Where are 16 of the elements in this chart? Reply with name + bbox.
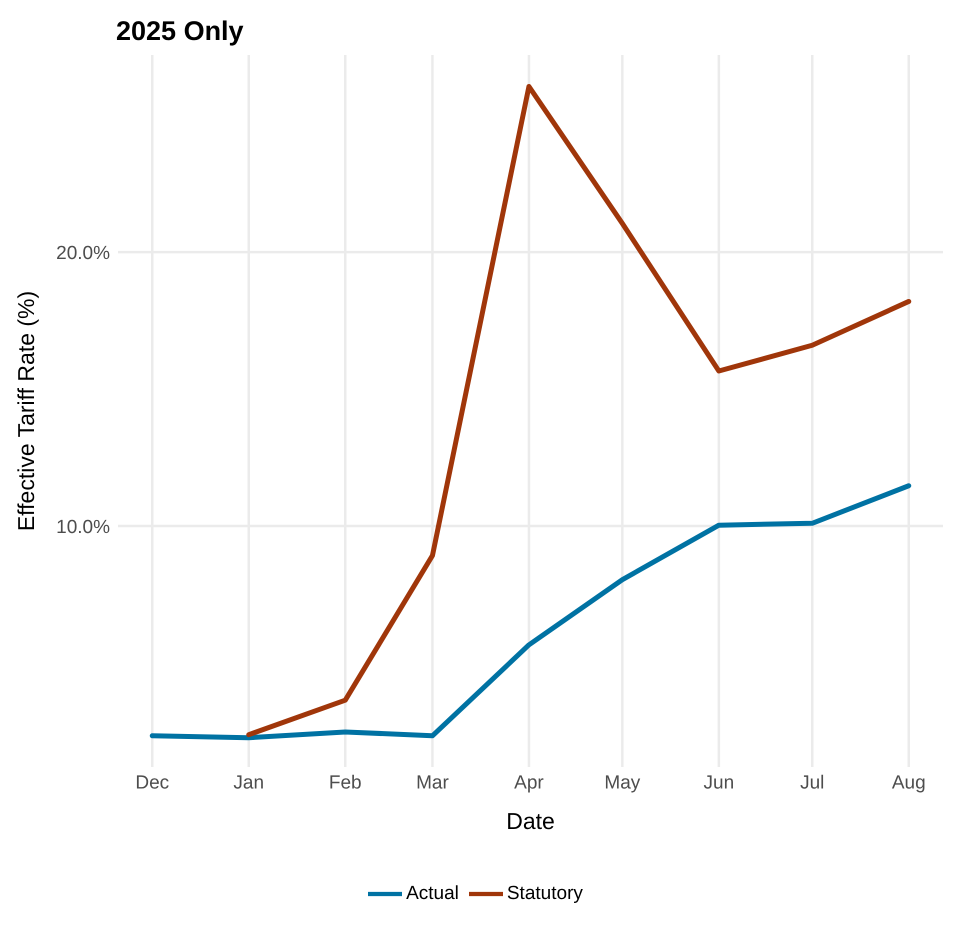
x-axis-title: Date: [506, 808, 555, 834]
chart-title: 2025 Only: [116, 16, 244, 47]
x-tick-label: Apr: [514, 772, 544, 794]
x-tick-label: Dec: [135, 772, 170, 794]
legend-label: Actual: [406, 883, 459, 904]
x-tick-label: Mar: [416, 772, 450, 794]
legend-label: Statutory: [506, 883, 583, 904]
x-tick-label: Jan: [233, 772, 264, 794]
y-axis-title: Effective Tariff Rate (%): [13, 290, 40, 532]
x-tick-label: Feb: [328, 772, 362, 794]
y-tick-label: 10.0%: [56, 516, 110, 538]
x-tick-label: Jul: [800, 772, 824, 794]
x-tick-label: Jun: [704, 772, 734, 794]
x-tick-label: Aug: [892, 772, 926, 794]
y-tick-label: 20.0%: [56, 242, 110, 264]
x-tick-label: May: [604, 772, 641, 794]
